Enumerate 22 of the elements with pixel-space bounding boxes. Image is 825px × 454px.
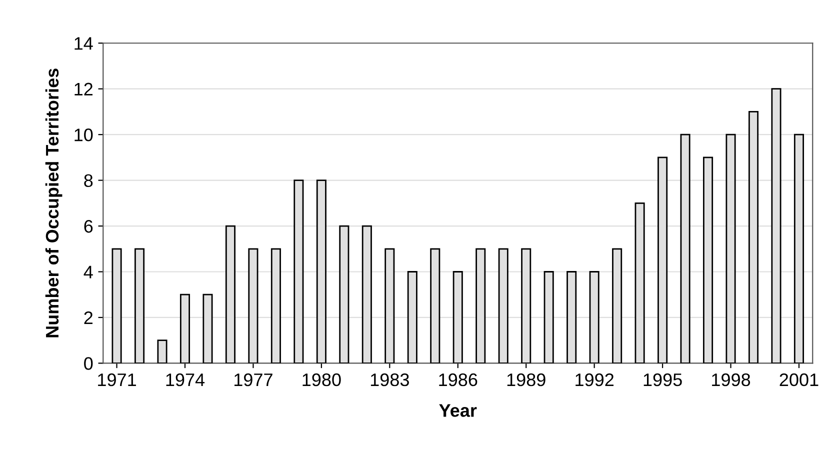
y-tick-label: 6 [84, 220, 93, 233]
x-tick-label: 1971 [98, 373, 136, 386]
x-tick-label: 1986 [439, 373, 478, 386]
y-tick-label: 2 [84, 311, 92, 324]
x-tick-label: 1989 [507, 373, 546, 386]
y-tick-label: 10 [74, 128, 93, 142]
x-tick-label: 2001 [780, 373, 818, 386]
x-tick-label: 1992 [576, 373, 614, 386]
x-tick-label: 1998 [712, 373, 750, 386]
x-tick-label: 1974 [166, 373, 205, 386]
x-tick-label: 1980 [302, 373, 341, 386]
x-tick-label: 1983 [370, 373, 409, 386]
x-axis-title: Year [439, 404, 477, 417]
x-tick-label: 1977 [234, 373, 272, 386]
y-axis-title: Number of Occupied Territories [45, 68, 62, 338]
y-tick-label: 14 [74, 37, 93, 50]
y-tick-label: 4 [84, 266, 93, 278]
y-tick-label: 8 [84, 174, 93, 188]
bar [157, 340, 168, 364]
x-tick-label: 1995 [644, 373, 682, 386]
y-tick-label: 12 [74, 82, 92, 96]
y-tick-label: 0 [84, 357, 93, 370]
